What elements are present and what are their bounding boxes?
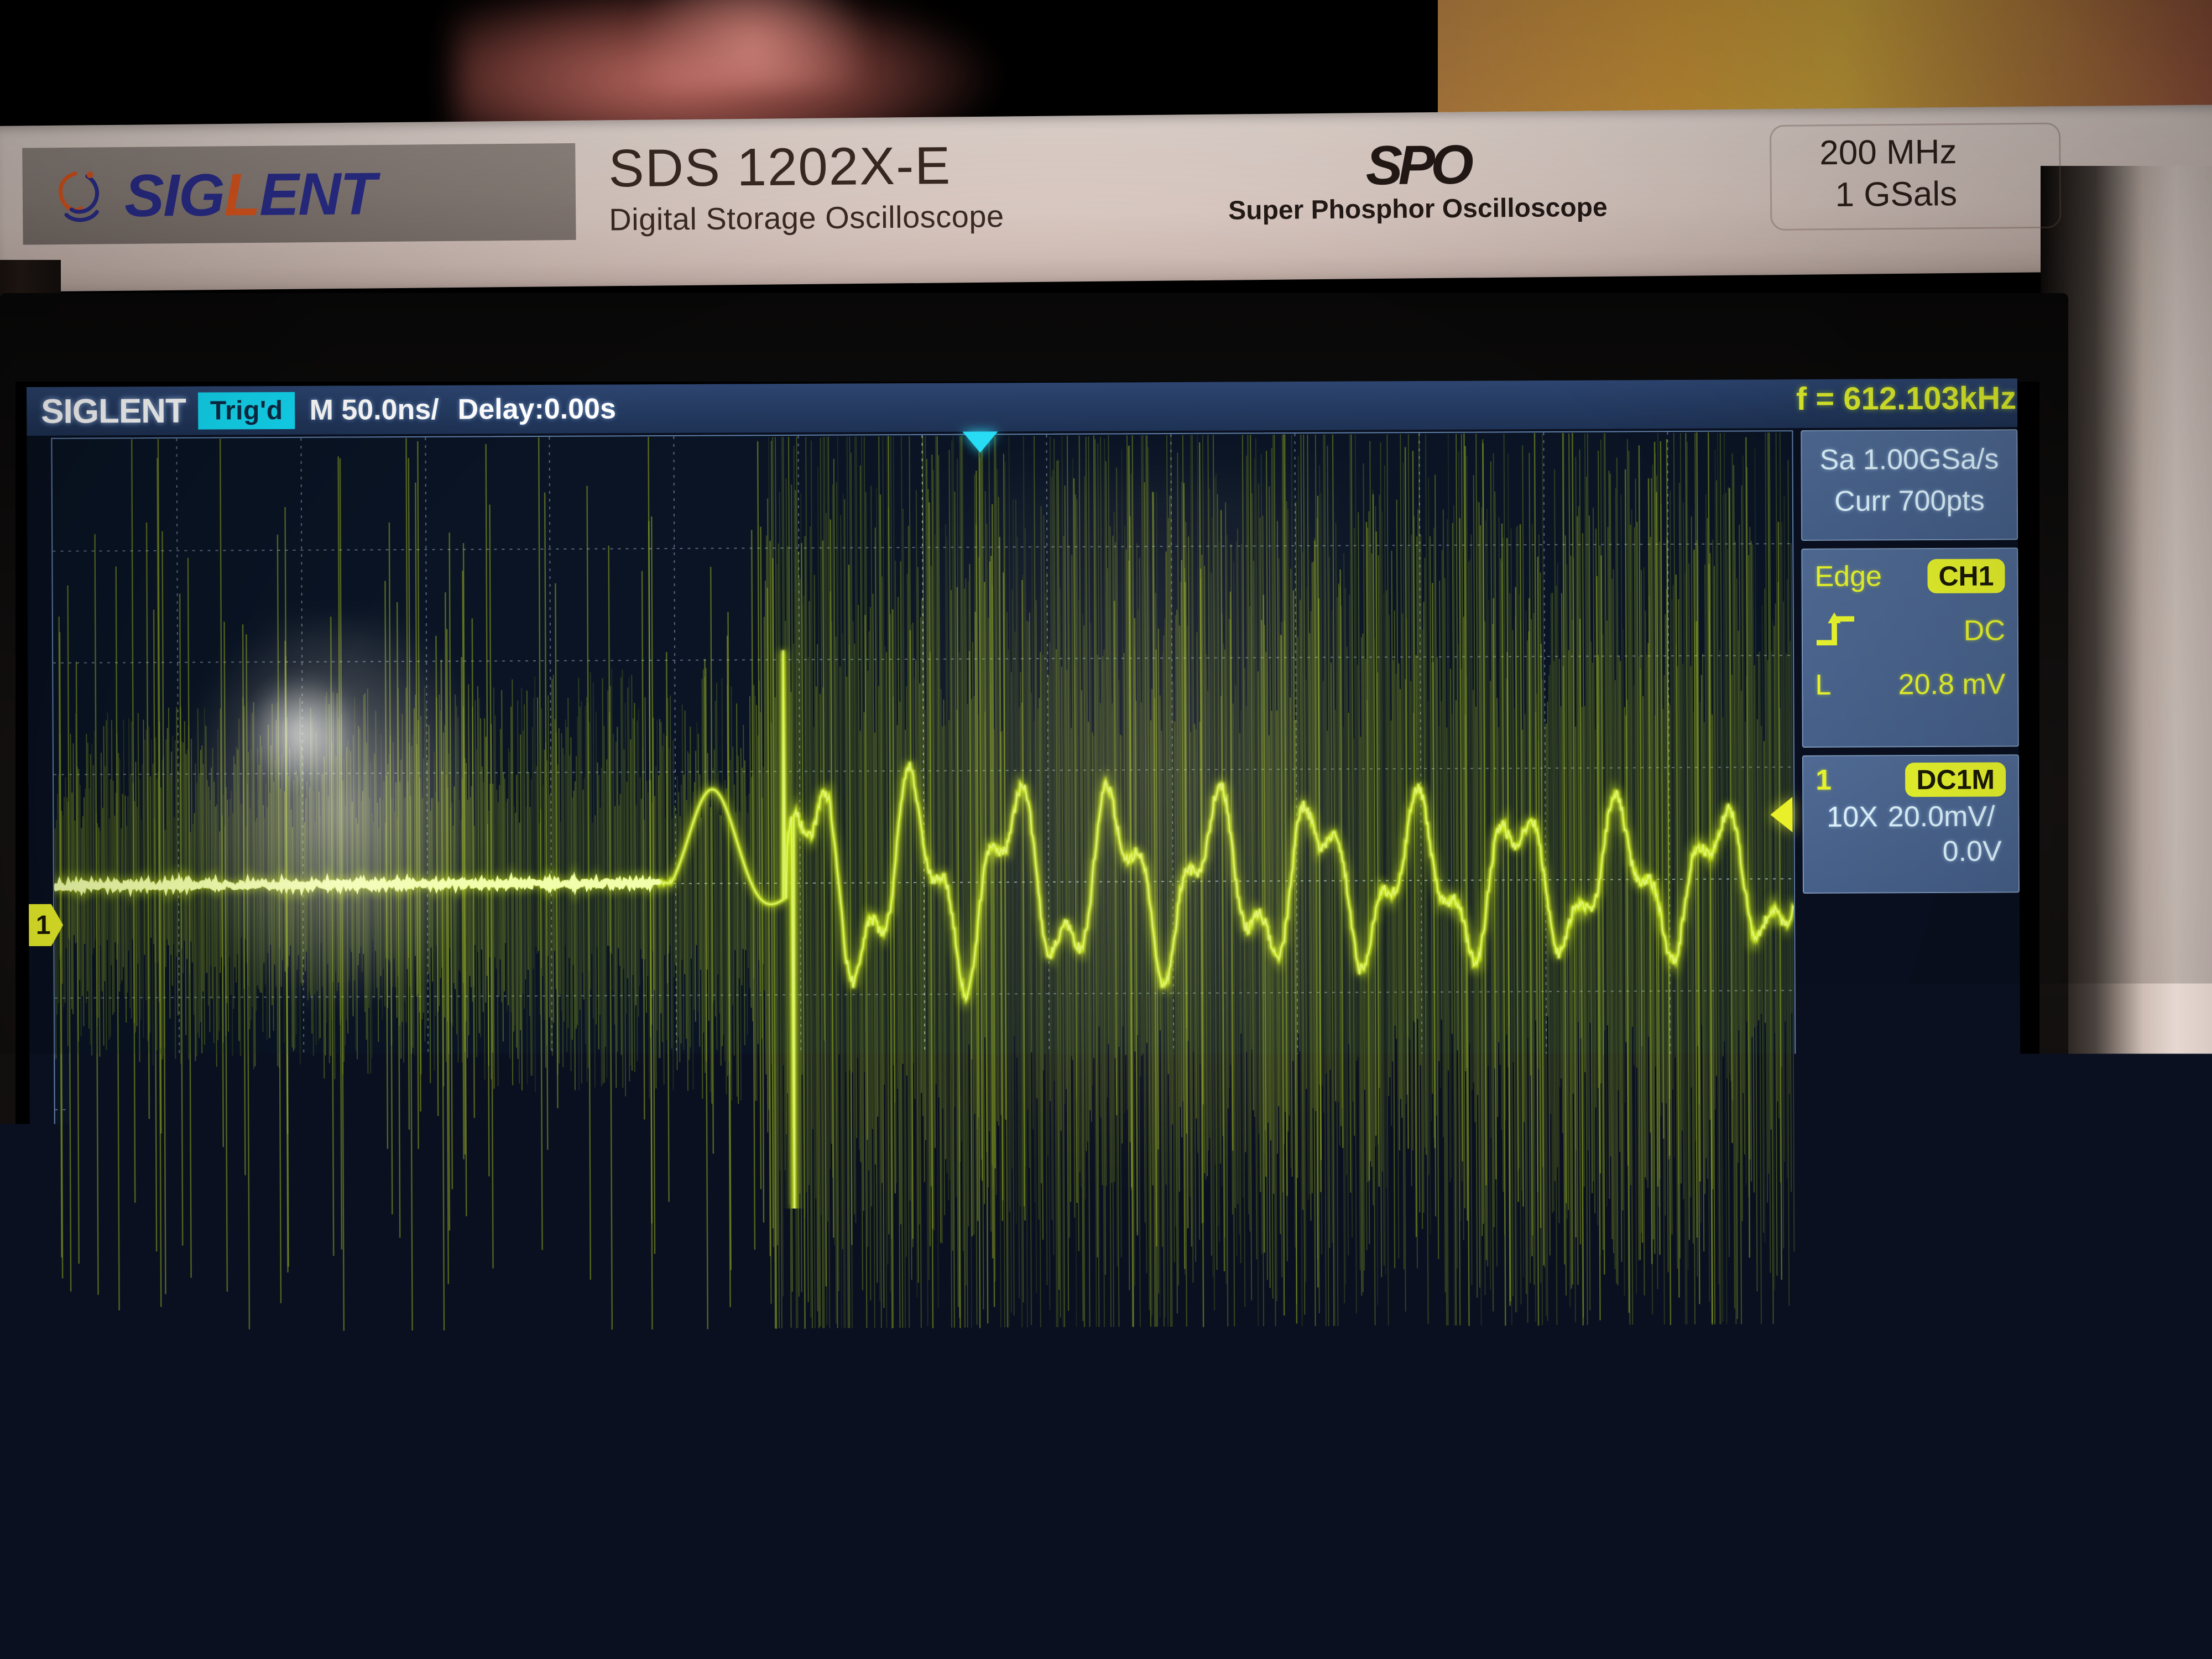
model-subtitle: Digital Storage Oscilloscope xyxy=(609,198,1004,237)
trigger-type-label: Edge xyxy=(1814,560,1882,593)
spo-logo: SPO xyxy=(1228,132,1607,199)
softkey-tick xyxy=(1109,1554,1113,1597)
spo-subtitle: Super Phosphor Oscilloscope xyxy=(1228,192,1608,226)
softkey-offset[interactable]: Offset 0.0V xyxy=(963,1376,1266,1444)
softkey-menu: ЕдИзм В Deskew 0.00s Инверсия Выкл xyxy=(31,1373,2022,1449)
ground-symbol-icon xyxy=(1932,1383,1978,1431)
softkey-title: Инверсия xyxy=(750,1384,859,1411)
acquisition-info-block[interactable]: Sa 1.00GSa/s Curr 700pts xyxy=(1801,429,2018,541)
rotary-knob-icon xyxy=(975,1396,1004,1425)
waveform-graticule[interactable] xyxy=(51,430,1797,1334)
measurement-item[interactable]: RMS[1]=24.01mV xyxy=(634,1338,858,1371)
softkey-unit[interactable]: ЕдИзм В xyxy=(34,1380,337,1449)
model-number: SDS 1202X-E xyxy=(608,135,1004,199)
trigger-level-marker[interactable] xyxy=(1770,797,1792,832)
status-bar: SIGLENT Trig'd M 50.0ns/ Delay:0.00s xyxy=(27,378,2017,436)
softkey-value: 0.0V xyxy=(1089,1411,1140,1438)
spec-block: 200 MHz 1 GSals xyxy=(1819,131,1957,216)
softkey-ground-reference[interactable] xyxy=(1891,1373,2019,1441)
softkey-tick xyxy=(1670,1554,1674,1597)
screen-brand-logo: SIGLENT xyxy=(41,391,186,431)
brand-logo-text: SIGLENT xyxy=(124,164,375,226)
memory-depth-readout: Curr 700pts xyxy=(1802,477,2017,519)
measurement-item[interactable]: RMS[2]=**** xyxy=(330,1340,485,1373)
frequency-counter-readout: f = 612.103kHz xyxy=(1784,379,2016,418)
model-block: SDS 1202X-E Digital Storage Oscilloscope xyxy=(608,135,1004,237)
spo-block: SPO Super Phosphor Oscilloscope xyxy=(1228,132,1608,226)
softkey-value: Стр 2/2 xyxy=(1692,1408,1775,1436)
oscilloscope-screen: SIGLENT Trig'd M 50.0ns/ Delay:0.00s xyxy=(27,378,2022,1449)
rising-edge-icon xyxy=(1815,608,1858,654)
softkey-title: ЕдИзм xyxy=(148,1386,223,1414)
softkey-tick xyxy=(1388,1554,1392,1597)
channel-coupling-badge[interactable]: DC1M xyxy=(1905,762,2006,797)
trigger-level-mode-label: L xyxy=(1815,669,1831,702)
photo-scene: SIGLENT SDS 1202X-E Digital Storage Osci… xyxy=(0,0,2212,1659)
channel-number-label: 1 xyxy=(1815,764,1832,797)
softkey-title: Offset xyxy=(1082,1382,1146,1410)
rotary-knob-icon xyxy=(356,1399,385,1428)
siglent-swirl-icon xyxy=(50,163,117,229)
timebase-readout[interactable]: M 50.0ns/ xyxy=(309,393,439,427)
measurement-bar: КАН 1 RMS[2]=**** RMS[1]=24.01mV Max[1]=… xyxy=(30,1328,2021,1379)
trigger-level-value: 20.8 mV xyxy=(1898,667,2006,701)
measurement-channel-label: КАН 1 xyxy=(53,1340,137,1375)
ch1-waveform-trace xyxy=(52,431,1796,1333)
measurement-item[interactable]: Max[1]=52.00mV xyxy=(957,1337,1173,1370)
softkey-value: Вкл xyxy=(1403,1410,1444,1437)
softkey-tick-row xyxy=(0,1543,2046,1609)
softkey-invert[interactable]: Инверсия Выкл xyxy=(653,1378,956,1446)
sample-rate-readout: Sa 1.00GSa/s xyxy=(1802,430,2016,477)
trigger-status-badge[interactable]: Trig'd xyxy=(198,392,295,429)
probe-attenuation-label: 10X xyxy=(1827,800,1878,834)
side-panel-label: X xyxy=(2124,1565,2150,1609)
measurement-item[interactable]: Max[2]=**** xyxy=(1272,1336,1420,1369)
channel1-info-block[interactable]: 1 DC1M 10X 20.0mV/ 0.0V xyxy=(1802,754,2020,894)
channel-offset-readout: 0.0V xyxy=(1804,834,2018,870)
trigger-position-marker[interactable] xyxy=(962,431,998,452)
brand-logo-plate: SIGLENT xyxy=(22,143,576,245)
softkey-title: След Стр xyxy=(1679,1379,1787,1407)
trigger-info-block[interactable]: Edge CH1 DC L 20.8 mV xyxy=(1801,547,2019,748)
vertical-scale-readout: 20.0mV/ xyxy=(1888,800,1995,834)
spec-samplerate: 1 GSals xyxy=(1820,173,1958,216)
trigger-coupling-label: DC xyxy=(1964,614,2005,647)
right-info-panel: f = 612.103kHz Sa 1.00GSa/s Curr 700pts … xyxy=(1801,429,2021,1326)
softkey-deskew[interactable]: Deskew 0.00s xyxy=(344,1379,647,1447)
delay-readout[interactable]: Delay:0.00s xyxy=(458,392,616,426)
softkey-title: Deskew xyxy=(452,1385,539,1412)
softkey-trace[interactable]: Trace Вкл xyxy=(1272,1375,1575,1443)
spec-bandwidth: 200 MHz xyxy=(1819,131,1957,174)
front-panel-header: SIGLENT SDS 1202X-E Digital Storage Osci… xyxy=(0,120,2064,265)
softkey-title: Trace xyxy=(1393,1381,1454,1408)
softkey-next-page[interactable]: След Стр Стр 2/2 xyxy=(1582,1373,1885,1442)
trigger-source-badge[interactable]: CH1 xyxy=(1927,559,2005,593)
softkey-tick xyxy=(517,1554,521,1597)
background-flower-highlight xyxy=(636,0,868,88)
softkey-value: 0.00s xyxy=(466,1413,525,1441)
softkey-tick xyxy=(813,1554,817,1597)
softkey-tick xyxy=(221,1554,226,1597)
softkey-value: В xyxy=(178,1415,194,1442)
softkey-value: Выкл xyxy=(775,1412,834,1439)
